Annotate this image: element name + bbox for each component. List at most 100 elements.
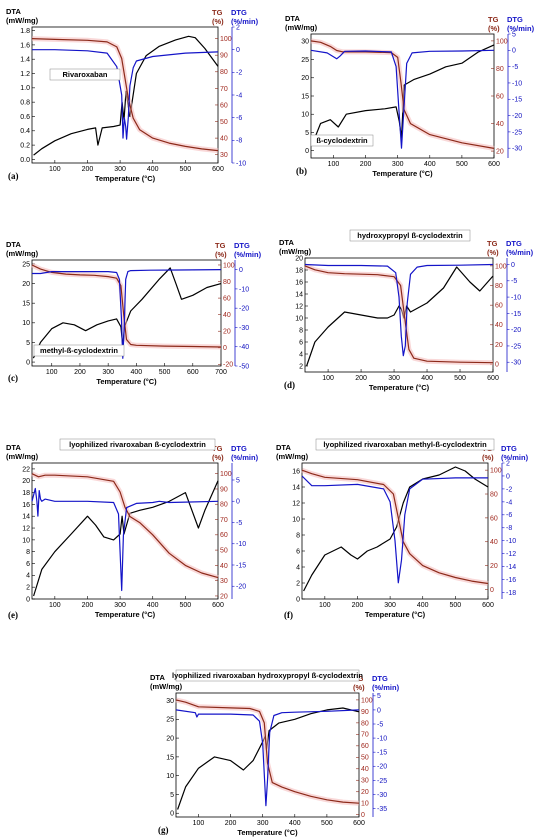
dta-tick-label: 2 bbox=[296, 580, 300, 587]
x-tick-label: 400 bbox=[147, 166, 159, 173]
x-tick-label: 500 bbox=[159, 369, 171, 376]
title-box bbox=[349, 229, 471, 242]
tg-curve bbox=[31, 38, 219, 152]
dta-tick-label: 30 bbox=[301, 39, 309, 46]
dtg-axis-unit: (%/min) bbox=[501, 453, 529, 462]
tg-tick-label: 0 bbox=[495, 362, 499, 369]
x-tick-label: 300 bbox=[114, 166, 126, 173]
dta-tick-label: 0.8 bbox=[20, 100, 30, 107]
x-tick-label: 400 bbox=[147, 602, 159, 609]
dtg-axis-unit: (%/min) bbox=[231, 17, 259, 26]
x-tick-label: 300 bbox=[384, 602, 396, 609]
plot-frame bbox=[301, 462, 489, 600]
dtg-tick-label: -30 bbox=[512, 146, 522, 153]
dtg-curve bbox=[310, 49, 495, 149]
x-axis-label: Temperature (°C) bbox=[96, 377, 157, 386]
x-tick-label: 700 bbox=[215, 369, 227, 376]
tg-curve bbox=[301, 469, 489, 585]
dta-tick-label: 16 bbox=[295, 279, 303, 286]
tg-tick-label: 100 bbox=[220, 471, 232, 478]
tg-axis-unit: (%) bbox=[215, 250, 227, 259]
dtg-tick-label: -5 bbox=[236, 520, 242, 527]
dtg-tick-label: -5 bbox=[511, 278, 517, 285]
chart-title: Rivaroxaban bbox=[62, 70, 107, 79]
dtg-tick-label: -35 bbox=[377, 806, 387, 813]
tg-tick-label: 20 bbox=[495, 342, 503, 349]
dta-tick-label: 8 bbox=[296, 532, 300, 539]
dtg-tick-label: -20 bbox=[236, 584, 246, 591]
dtg-axis-label: DTG bbox=[507, 15, 523, 24]
tg-band bbox=[31, 36, 219, 154]
x-tick-label: 500 bbox=[456, 161, 468, 168]
dtg-axis-label: DTG bbox=[231, 8, 247, 17]
dta-axis-label: DTA bbox=[6, 443, 21, 452]
tg-tick-label: 80 bbox=[490, 491, 498, 498]
dtg-tick-label: -10 bbox=[239, 286, 249, 293]
tg-tick-label: 100 bbox=[496, 38, 508, 45]
chart-title: ß-cyclodextrin bbox=[316, 136, 368, 145]
dtg-tick-label: -5 bbox=[377, 721, 383, 728]
x-tick-label: 600 bbox=[212, 166, 224, 173]
dtg-tick-label: -14 bbox=[506, 564, 516, 571]
dta-tick-label: 10 bbox=[22, 320, 30, 327]
dta-tick-label: 5 bbox=[170, 792, 174, 799]
chart-title: lyophilized rivaroxaban ß-cyclodextrin bbox=[69, 440, 206, 449]
tg-axis-unit: (%) bbox=[212, 453, 224, 462]
tg-tick-label: 30 bbox=[220, 152, 228, 159]
x-tick-label: 600 bbox=[212, 602, 224, 609]
plot-frame bbox=[31, 462, 219, 600]
x-tick-label: 300 bbox=[388, 375, 400, 382]
dtg-tick-label: -10 bbox=[236, 541, 246, 548]
dta-curve bbox=[33, 480, 219, 597]
dtg-axis-label: DTG bbox=[506, 239, 522, 248]
x-tick-label: 100 bbox=[319, 602, 331, 609]
x-tick-label: 600 bbox=[353, 820, 365, 827]
dtg-tick-label: -8 bbox=[236, 138, 242, 145]
dta-tick-label: 15 bbox=[166, 754, 174, 761]
dta-tick-label: 20 bbox=[22, 478, 30, 485]
tg-tick-label: 100 bbox=[361, 697, 373, 704]
dtg-tick-label: -18 bbox=[506, 590, 516, 597]
x-axis-label: Temperature (°C) bbox=[237, 828, 298, 837]
dta-tick-label: 0.6 bbox=[20, 114, 30, 121]
tg-tick-label: 60 bbox=[220, 102, 228, 109]
dtg-tick-label: 0 bbox=[236, 499, 240, 506]
x-axis-label: Temperature (°C) bbox=[95, 174, 156, 183]
dtg-tick-label: -15 bbox=[511, 311, 521, 318]
dta-tick-label: 0 bbox=[170, 811, 174, 818]
x-tick-label: 500 bbox=[180, 602, 192, 609]
dtg-tick-label: 0 bbox=[512, 48, 516, 55]
tg-tick-label: 80 bbox=[220, 502, 228, 509]
chart-title: hydroxypropyl ß-cyclodextrin bbox=[357, 231, 463, 240]
dtg-tick-label: -2 bbox=[506, 486, 512, 493]
dtg-tick-label: -50 bbox=[239, 363, 249, 370]
dtg-curve bbox=[175, 709, 360, 807]
x-tick-label: 200 bbox=[360, 161, 372, 168]
dtg-tick-label: -12 bbox=[506, 551, 516, 558]
chart-title: lyophilized rivaroxaban methyl-ß-cyclode… bbox=[323, 440, 487, 449]
dtg-tick-label: 0 bbox=[239, 267, 243, 274]
x-axis-label: Temperature (°C) bbox=[365, 610, 426, 619]
dta-tick-label: 15 bbox=[22, 301, 30, 308]
tg-tick-label: 0 bbox=[361, 812, 365, 819]
dtg-axis-unit: (%/min) bbox=[234, 250, 262, 259]
tg-tick-label: 50 bbox=[220, 548, 228, 555]
dta-tick-label: 20 bbox=[295, 255, 303, 262]
dtg-tick-label: -25 bbox=[512, 129, 522, 136]
plot-frame bbox=[31, 26, 219, 164]
dta-axis-unit: (mW/mg) bbox=[6, 249, 39, 258]
tg-tick-label: 40 bbox=[361, 766, 369, 773]
dtg-tick-label: -20 bbox=[239, 306, 249, 313]
dta-tick-label: 0 bbox=[26, 359, 30, 366]
dtg-tick-label: -20 bbox=[512, 113, 522, 120]
tg-tick-label: 20 bbox=[223, 329, 231, 336]
dtg-curve bbox=[31, 487, 219, 592]
tg-axis-unit: (%) bbox=[212, 17, 224, 26]
tg-curve bbox=[310, 40, 495, 149]
plot-frame bbox=[31, 259, 222, 367]
tg-axis-unit: (%) bbox=[482, 453, 494, 462]
dtg-tick-label: -8 bbox=[506, 525, 512, 532]
dta-tick-label: 18 bbox=[22, 490, 30, 497]
x-tick-label: 100 bbox=[193, 820, 205, 827]
dta-tick-label: 5 bbox=[26, 340, 30, 347]
